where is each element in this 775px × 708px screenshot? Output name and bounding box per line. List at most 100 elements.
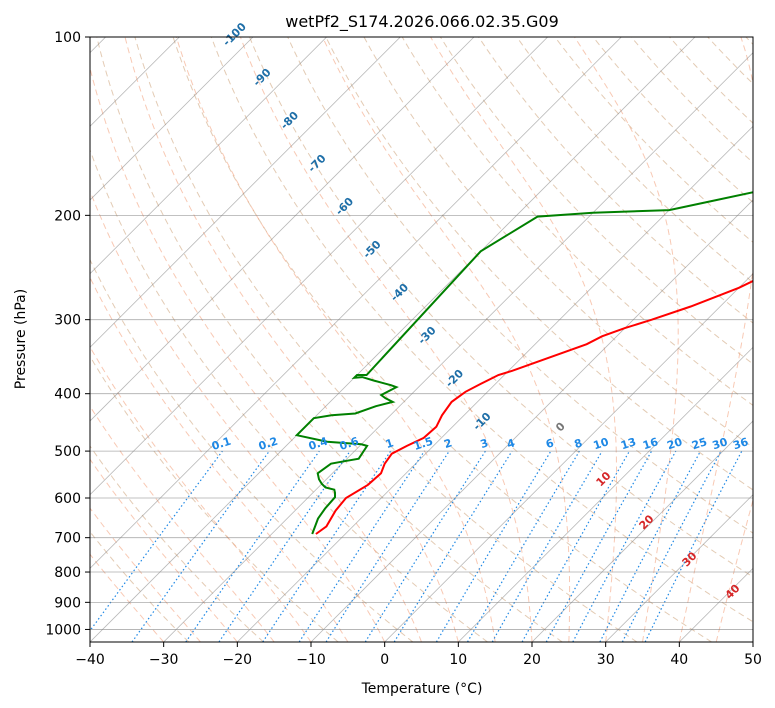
mixing-ratio-label: 4 — [505, 436, 517, 451]
moist-adiabat-line — [322, 37, 571, 642]
y-tick-label: 600 — [54, 491, 81, 507]
moist-adiabat-line — [175, 37, 496, 642]
mixing-ratio-label: 10 — [592, 435, 611, 452]
isotherm-line — [237, 125, 753, 642]
isotherm-line — [752, 641, 753, 642]
plot-frame — [89, 36, 754, 643]
plot-area — [90, 37, 753, 642]
dry-adiabat-line — [134, 37, 638, 642]
isotherm-line — [90, 37, 475, 422]
x-tick-label: −10 — [296, 652, 326, 668]
mixing-ratio-line — [218, 450, 351, 642]
moist-adiabat-line — [715, 498, 753, 642]
mixing-ratio-label: 36 — [731, 435, 750, 452]
moist-adiabat-line — [90, 405, 275, 642]
x-tick-label: 30 — [597, 652, 615, 668]
isotherm-line — [90, 37, 401, 348]
isotherm-line — [90, 37, 327, 275]
moist-adiabat-line — [430, 37, 617, 642]
x-tick-label: −40 — [75, 652, 105, 668]
background-lines — [90, 37, 753, 642]
mixing-ratio-label: 25 — [690, 435, 709, 452]
y-axis-title: Pressure (hPa) — [13, 289, 29, 389]
mixing-ratio-label: 3 — [479, 436, 490, 451]
isotherm-line — [605, 494, 753, 642]
moist-adiabat-line — [90, 458, 238, 642]
dry-adiabat-line — [249, 37, 753, 578]
x-axis-ticks: −40 −30 −20 −10 0 10 20 30 40 50 — [75, 642, 762, 668]
mixing-ratio-label: 20 — [665, 435, 684, 452]
y-tick-label: 300 — [54, 313, 81, 329]
moist-adiabat-line — [124, 37, 459, 642]
mixing-ratio-line — [298, 450, 425, 642]
mixing-ratio-label: 1.5 — [412, 435, 435, 453]
isotherm-line — [90, 37, 622, 569]
y-tick-label: 800 — [54, 565, 81, 581]
moist-adiabat-line — [90, 189, 386, 642]
pressure-gridlines — [90, 37, 753, 630]
x-tick-label: 40 — [670, 652, 688, 668]
isotherm-line — [90, 37, 548, 496]
x-axis-title: Temperature (°C) — [361, 681, 483, 697]
dry-adiabat-line — [210, 37, 753, 623]
moist-adiabat-line — [239, 37, 533, 642]
mixing-ratio-label: 1 — [384, 436, 395, 451]
profiles — [294, 191, 753, 535]
isotherm-line — [163, 52, 753, 642]
isotherm-line — [384, 273, 753, 642]
moist-adiabat-line — [90, 276, 349, 642]
x-tick-label: −20 — [223, 652, 253, 668]
mixing-ratio-label: 0.6 — [338, 434, 361, 452]
temperature-profile — [315, 279, 753, 535]
moist-adiabat-line — [678, 37, 753, 642]
x-tick-label: 10 — [449, 652, 467, 668]
mixing-ratio-label: 0.4 — [307, 434, 330, 452]
dry-adiabat-line — [90, 355, 339, 642]
dry-adiabat-line — [90, 258, 414, 642]
x-tick-label: 50 — [744, 652, 762, 668]
dry-adiabat-line — [172, 37, 712, 642]
y-tick-label: 100 — [54, 30, 81, 46]
isotherm-line — [531, 420, 753, 642]
x-tick-label: 0 — [380, 652, 389, 668]
isotherm-line — [458, 346, 753, 642]
moist-adiabat-line — [90, 507, 201, 642]
mixing-ratio-label: 16 — [641, 435, 660, 452]
mixing-ratio-label: 13 — [619, 435, 638, 452]
y-tick-label: 700 — [54, 531, 81, 547]
mixing-ratio-line — [262, 450, 392, 642]
dewpoint-profile — [294, 191, 753, 535]
chart-title: wetPf2_S174.2026.066.02.35.G09 — [285, 12, 559, 32]
moist-adiabat-line — [574, 37, 679, 642]
x-tick-label: −30 — [149, 652, 179, 668]
mixing-ratio-label: 8 — [573, 436, 584, 451]
moist-adiabat-line — [90, 65, 422, 642]
mixing-ratio-label: 0.1 — [210, 435, 233, 453]
y-tick-label: 400 — [54, 387, 81, 403]
isotherm-line — [310, 199, 753, 642]
mixing-ratio-line — [393, 450, 513, 642]
mixing-ratio-line — [325, 450, 450, 642]
y-tick-label: 900 — [54, 595, 81, 611]
mixing-ratio-label: 6 — [544, 436, 556, 451]
mixing-ratio-line — [644, 450, 743, 642]
mixing-ratio-label: 0.2 — [257, 435, 280, 453]
dry-adiabat-line — [325, 37, 753, 491]
mixing-ratio-line — [90, 450, 223, 632]
mixing-ratio-line — [131, 450, 270, 642]
mixing-ratio-line — [572, 450, 677, 642]
dry-adiabat-line — [90, 445, 264, 642]
y-tick-label: 500 — [54, 444, 81, 460]
y-axis-ticks: 1000 900 800 700 600 500 400 300 200 100 — [45, 30, 90, 638]
y-tick-label: 1000 — [45, 622, 81, 638]
mixing-ratio-line — [521, 450, 631, 642]
dry-adiabat-line — [287, 37, 753, 534]
y-tick-label: 200 — [54, 208, 81, 224]
mixing-ratio-label: 30 — [711, 435, 730, 452]
mixing-ratio-label: 2 — [442, 436, 453, 451]
mixing-ratio-line — [545, 450, 653, 642]
mixing-ratio-line — [185, 450, 320, 642]
isotherm-line — [90, 37, 696, 642]
